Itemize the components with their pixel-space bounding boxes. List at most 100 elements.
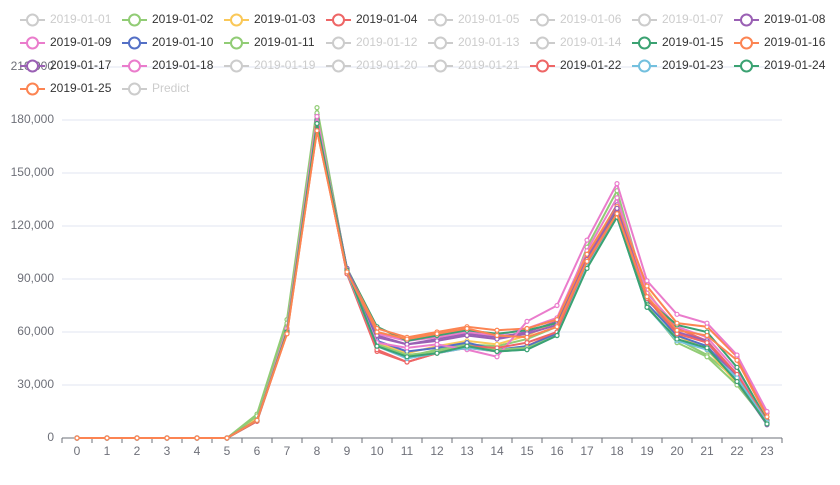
legend-label: 2019-01-15: [662, 35, 724, 49]
data-point: [494, 354, 500, 360]
legend-item[interactable]: 2019-01-15: [632, 35, 724, 50]
x-tick-label: 1: [104, 444, 111, 458]
legend-label: 2019-01-07: [662, 12, 724, 26]
data-point: [614, 195, 620, 201]
legend-item[interactable]: 2019-01-03: [224, 12, 316, 27]
x-tick-label: 19: [640, 444, 654, 458]
legend-item[interactable]: 2019-01-16: [734, 35, 826, 50]
x-tick-label: 9: [344, 444, 351, 458]
legend-label: 2019-01-21: [458, 58, 520, 72]
legend-item[interactable]: 2019-01-25: [20, 81, 112, 96]
legend-label: 2019-01-05: [458, 12, 520, 26]
data-point: [674, 320, 680, 326]
data-point: [704, 340, 710, 346]
data-point: [734, 352, 740, 358]
legend-item[interactable]: 2019-01-02: [122, 12, 214, 27]
data-point: [164, 435, 170, 441]
series-line: [77, 126, 768, 439]
legend-icon: [332, 36, 345, 50]
data-point: [314, 128, 320, 134]
legend-item[interactable]: 2019-01-24: [734, 58, 826, 73]
legend-item[interactable]: 2019-01-09: [20, 35, 112, 50]
data-point: [584, 258, 590, 264]
series-line: [77, 123, 768, 439]
legend-icon: [536, 36, 549, 50]
legend-label: 2019-01-12: [356, 35, 418, 49]
y-tick-label: 120,000: [11, 218, 55, 232]
data-point: [104, 435, 110, 441]
legend-icon: [434, 13, 447, 27]
data-point: [194, 435, 200, 441]
data-point: [404, 345, 410, 351]
series-line: [77, 126, 768, 439]
data-point: [464, 325, 470, 332]
x-tick-label: 18: [610, 444, 624, 458]
data-point: [74, 435, 80, 441]
legend-item[interactable]: 2019-01-17: [20, 58, 112, 73]
legend-icon: [128, 59, 141, 73]
legend-item[interactable]: 2019-01-19: [224, 58, 316, 73]
data-point: [374, 343, 380, 349]
x-tick-label: 7: [284, 444, 291, 458]
data-point: [614, 205, 620, 211]
x-tick-label: 5: [224, 444, 231, 458]
series-line: [77, 116, 768, 439]
data-point: [524, 325, 530, 332]
legend-item[interactable]: Predict: [122, 81, 190, 96]
series-line: [77, 130, 768, 439]
legend-icon: [740, 13, 753, 27]
legend-item[interactable]: 2019-01-10: [122, 35, 214, 50]
legend-item[interactable]: 2019-01-06: [530, 12, 622, 27]
x-tick-label: 12: [430, 444, 444, 458]
legend-item[interactable]: 2019-01-12: [326, 35, 418, 50]
legend-label: 2019-01-20: [356, 58, 418, 72]
legend-item[interactable]: 2019-01-18: [122, 58, 214, 73]
legend-item[interactable]: 2019-01-21: [428, 58, 520, 73]
data-point: [644, 278, 650, 284]
series-line: [77, 123, 768, 439]
data-point: [434, 341, 440, 347]
legend-item[interactable]: 2019-01-11: [224, 35, 315, 50]
x-tick-label: 11: [401, 444, 414, 458]
legend-icon: [26, 59, 39, 73]
legend-item[interactable]: 2019-01-22: [530, 58, 622, 73]
legend-item[interactable]: 2019-01-05: [428, 12, 520, 27]
legend-item[interactable]: 2019-01-23: [632, 58, 724, 73]
y-tick-label: 60,000: [17, 324, 54, 338]
data-point: [614, 181, 620, 187]
legend-icon: [536, 13, 549, 27]
data-point: [524, 318, 530, 324]
data-point: [314, 105, 320, 111]
legend-item[interactable]: 2019-01-20: [326, 58, 418, 73]
legend-label: 2019-01-18: [152, 58, 214, 72]
legend-icon: [128, 82, 141, 96]
x-tick-label: 13: [460, 444, 474, 458]
data-point: [524, 334, 530, 340]
series-line: [77, 107, 768, 439]
data-point: [704, 354, 710, 360]
data-point: [554, 302, 560, 309]
legend-icon: [230, 59, 243, 73]
legend-item[interactable]: 2019-01-07: [632, 12, 724, 27]
data-point: [464, 332, 470, 339]
legend-item[interactable]: 2019-01-01: [20, 12, 112, 27]
data-point: [524, 347, 530, 353]
legend-item[interactable]: 2019-01-08: [734, 12, 826, 27]
legend-label: 2019-01-09: [50, 35, 112, 49]
legend-label: 2019-01-24: [764, 58, 826, 72]
legend-label: 2019-01-19: [254, 58, 316, 72]
legend-item[interactable]: 2019-01-13: [428, 35, 520, 50]
data-point: [644, 283, 650, 289]
data-point: [674, 336, 680, 342]
data-point: [494, 327, 500, 333]
legend-item[interactable]: 2019-01-04: [326, 12, 418, 27]
legend-icon: [740, 59, 753, 73]
x-tick-label: 20: [670, 444, 684, 458]
legend-icon: [434, 59, 447, 73]
legend-label: 2019-01-10: [152, 35, 214, 49]
legend-item[interactable]: 2019-01-14: [530, 35, 622, 50]
data-point: [554, 332, 560, 339]
legend-icon: [332, 59, 345, 73]
data-point: [734, 357, 740, 363]
data-point: [734, 364, 740, 370]
